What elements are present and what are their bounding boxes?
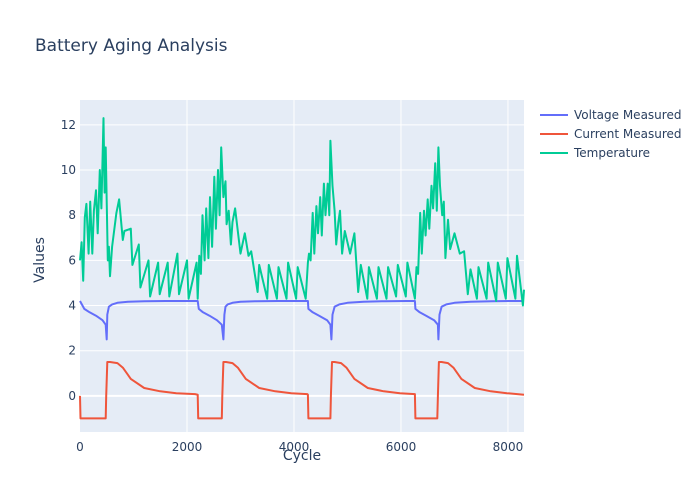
y-tick-label: 2 — [68, 344, 76, 358]
legend-item[interactable]: Current Measured — [540, 127, 682, 141]
gridlines — [80, 100, 524, 432]
y-tick-label: 4 — [68, 299, 76, 313]
chart-title: Battery Aging Analysis — [35, 36, 228, 56]
series-line-temperature — [79, 117, 525, 307]
x-tick-label: 0 — [76, 440, 84, 454]
tick-labels: 0 2000 4000 6000 8000 0 2 4 6 8 10 12 — [61, 118, 524, 454]
y-tick-label: 6 — [68, 253, 76, 267]
y-tick-label: 12 — [61, 118, 76, 132]
legend[interactable]: Voltage Measured Current Measured Temperat… — [540, 108, 682, 160]
y-tick-label: 10 — [61, 163, 76, 177]
legend-label: Temperature — [573, 146, 650, 160]
legend-item[interactable]: Temperature — [540, 146, 650, 160]
legend-item[interactable]: Voltage Measured — [540, 108, 681, 122]
y-tick-label: 0 — [68, 389, 76, 403]
x-axis-title: Cycle — [283, 448, 321, 464]
x-tick-label: 4000 — [279, 440, 310, 454]
plot-area — [80, 100, 524, 432]
x-tick-label: 2000 — [172, 440, 203, 454]
series-line-voltage-measured — [79, 300, 524, 341]
y-tick-label: 8 — [68, 208, 76, 222]
legend-label: Current Measured — [574, 127, 682, 141]
legend-label: Voltage Measured — [574, 108, 681, 122]
series-lines — [79, 117, 525, 420]
series-line-current-measured — [79, 361, 525, 420]
x-tick-label: 8000 — [493, 440, 524, 454]
y-axis-title: Values — [32, 237, 48, 283]
x-tick-label: 6000 — [386, 440, 417, 454]
